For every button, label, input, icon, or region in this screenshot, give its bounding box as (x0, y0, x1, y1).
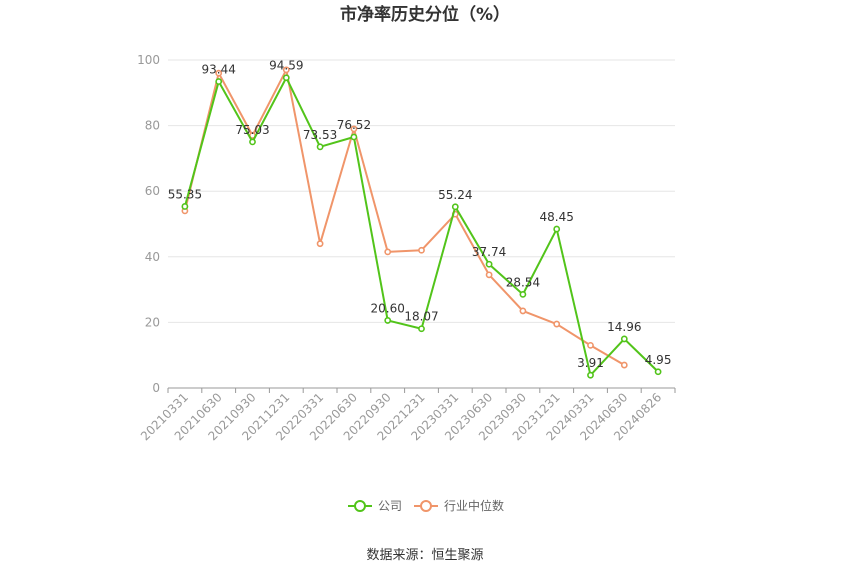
data-point (485, 260, 493, 268)
data-point (316, 240, 324, 248)
data-label: 73.53 (303, 128, 337, 142)
data-label: 18.07 (404, 310, 438, 324)
grid (168, 59, 675, 389)
chart-title: 市净率历史分位（%） (340, 4, 510, 25)
legend-item-company[interactable]: 公司 (378, 499, 402, 513)
y-tick-label: 80 (145, 119, 160, 133)
data-point (282, 74, 290, 82)
data-label: 14.96 (607, 320, 641, 334)
data-point (553, 320, 561, 328)
y-tick-label: 60 (145, 184, 160, 198)
legend-marker (354, 500, 366, 512)
x-axis: 2021033120210630202109302021123120220331… (138, 387, 676, 443)
data-point (215, 78, 223, 85)
data-point (587, 341, 594, 349)
data-point (587, 371, 594, 379)
y-tick-label: 0 (152, 381, 160, 395)
data-label: 76.52 (337, 118, 371, 132)
legend-marker (420, 500, 432, 512)
data-label: 28.54 (506, 275, 540, 289)
data-point (620, 335, 628, 343)
data-label: 55.35 (168, 187, 202, 201)
data-point (418, 325, 425, 333)
data-point (654, 368, 662, 376)
data-label: 20.60 (371, 301, 405, 315)
data-label: 37.74 (472, 245, 506, 259)
data-point (350, 133, 358, 141)
legend[interactable]: 公司 行业中位数 (348, 498, 504, 513)
data-point (553, 225, 561, 233)
data-point (519, 290, 527, 298)
series-layer (181, 66, 662, 379)
data-label: 93.44 (202, 63, 236, 77)
data-point (384, 317, 392, 324)
data-label: 48.45 (540, 210, 574, 224)
y-tick-label: 100 (137, 53, 160, 67)
data-point (316, 143, 324, 151)
source-note: 数据来源：恒生聚源 (366, 548, 483, 563)
data-label: 75.03 (235, 123, 269, 137)
series-line (183, 68, 625, 366)
data-label: 55.24 (438, 188, 472, 202)
data-point (384, 248, 392, 256)
data-point (519, 307, 527, 315)
y-tick-label: 40 (145, 250, 160, 264)
y-axis: 0 20 40 60 80 100 (137, 53, 160, 395)
data-point (350, 125, 358, 133)
data-label: 4.95 (645, 353, 672, 367)
y-tick-label: 20 (145, 315, 160, 329)
data-label: 94.59 (269, 59, 303, 73)
legend-item-industry-median[interactable]: 行业中位数 (444, 498, 504, 513)
data-point (485, 271, 493, 279)
data-point (249, 138, 256, 146)
data-point (620, 361, 628, 369)
data-point (418, 246, 425, 254)
data-point (451, 203, 459, 211)
data-point (282, 66, 290, 74)
data-label: 3.91 (577, 356, 604, 370)
data-point (181, 203, 189, 210)
data-point (215, 69, 223, 77)
